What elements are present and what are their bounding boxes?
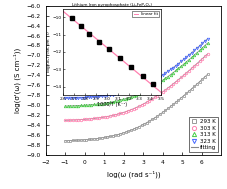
- X-axis label: log(ω (rad s⁻¹)): log(ω (rad s⁻¹)): [106, 170, 160, 178]
- Y-axis label: log(σ'(ω) (S cm⁻¹)): log(σ'(ω) (S cm⁻¹)): [13, 48, 21, 113]
- Legend: 293 K, 303 K, 313 K, 323 K, fitting: 293 K, 303 K, 313 K, 323 K, fitting: [188, 117, 217, 152]
